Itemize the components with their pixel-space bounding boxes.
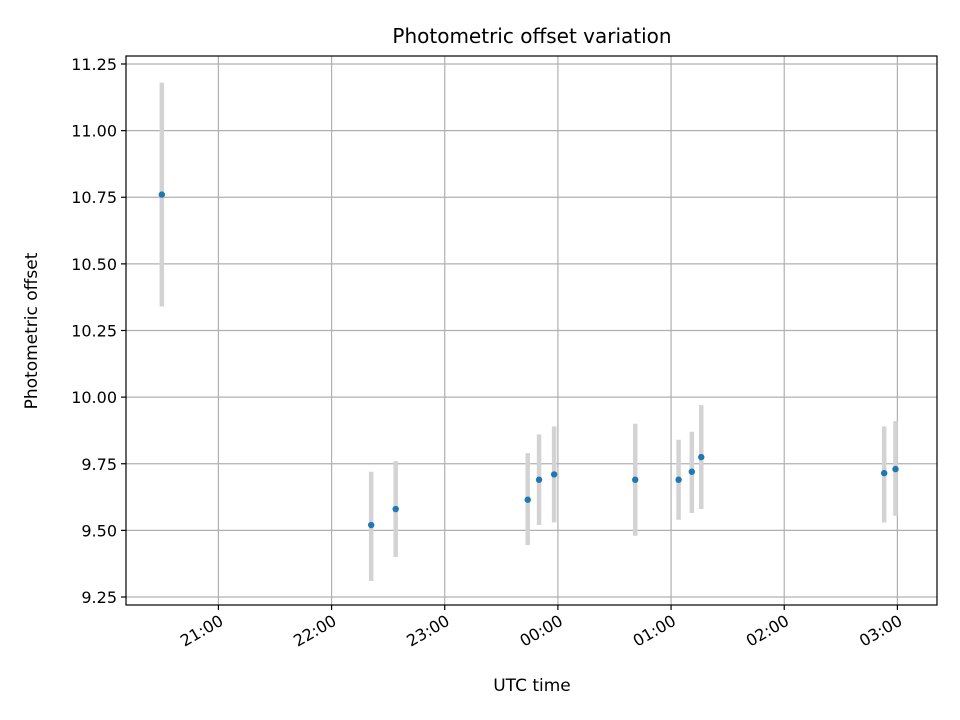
data-point (880, 469, 888, 477)
data-point (698, 453, 705, 461)
data-point (158, 191, 166, 198)
y-tick-label: 9.50 (81, 521, 117, 540)
error-bars (159, 82, 898, 582)
data-point (675, 476, 682, 483)
y-tick-label: 10.75 (71, 188, 117, 207)
data-point (688, 468, 696, 475)
grid (126, 56, 937, 605)
x-axis-title: UTC time (493, 676, 571, 696)
data-point (524, 496, 531, 503)
data-points (158, 191, 899, 529)
y-tick-label: 10.50 (71, 255, 117, 274)
x-tick-label: 21:00 (177, 611, 226, 651)
y-tick-label: 10.00 (71, 388, 117, 407)
x-axis: 21:00 22:00 23:00 00:00 01:00 02:00 03:00 (177, 605, 905, 651)
chart-title: Photometric offset variation (392, 24, 671, 48)
y-axis-title: Photometric offset (22, 252, 42, 409)
data-point (392, 505, 399, 513)
y-tick-label: 11.25 (71, 55, 117, 74)
data-point (892, 465, 899, 473)
x-tick-label: 03:00 (856, 611, 905, 651)
data-point (550, 471, 558, 478)
x-tick-label: 02:00 (743, 611, 792, 651)
y-tick-label: 9.25 (81, 588, 117, 607)
x-tick-label: 22:00 (290, 611, 339, 651)
y-tick-label: 10.25 (71, 322, 117, 341)
y-axis: 9.25 9.50 9.75 10.00 10.25 10.50 10.75 11.00 11.… (71, 55, 126, 607)
data-point (632, 476, 639, 483)
x-tick-label: 23:00 (403, 611, 452, 651)
data-point (367, 521, 375, 529)
x-tick-label: 00:00 (516, 611, 565, 651)
y-tick-label: 11.00 (71, 122, 117, 141)
y-tick-label: 9.75 (81, 455, 117, 474)
x-tick-label: 01:00 (630, 611, 679, 651)
data-point (535, 476, 543, 483)
